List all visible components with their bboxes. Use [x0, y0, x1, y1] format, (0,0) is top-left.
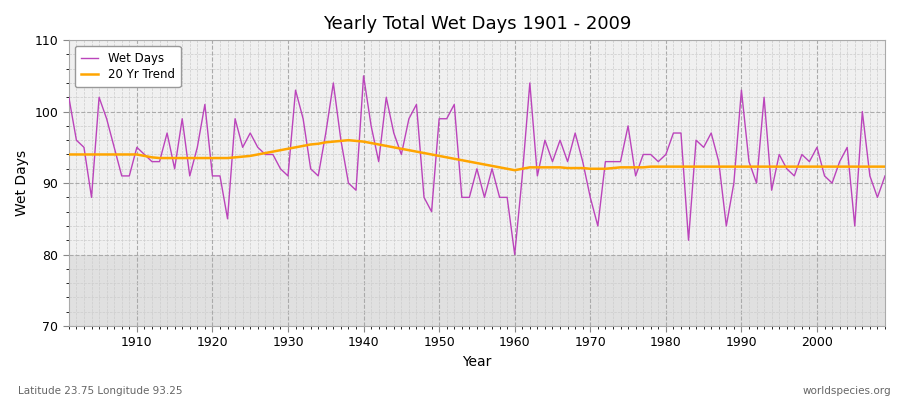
- Wet Days: [358, 74, 369, 78]
- Line: 20 Yr Trend: 20 Yr Trend: [68, 140, 885, 170]
- Line: Wet Days: Wet Days: [68, 76, 885, 254]
- Legend: Wet Days, 20 Yr Trend: Wet Days, 20 Yr Trend: [75, 46, 181, 87]
- Text: worldspecies.org: worldspecies.org: [803, 386, 891, 396]
- 20 Yr Trend: [525, 165, 535, 170]
- Wet Days: [63, 95, 74, 100]
- 20 Yr Trend: [509, 168, 520, 173]
- Y-axis label: Wet Days: Wet Days: [15, 150, 29, 216]
- Text: Latitude 23.75 Longitude 93.25: Latitude 23.75 Longitude 93.25: [18, 386, 183, 396]
- 20 Yr Trend: [290, 145, 301, 150]
- Wet Days: [290, 88, 301, 92]
- Wet Days: [336, 138, 346, 142]
- 20 Yr Trend: [615, 165, 626, 170]
- Wet Days: [615, 159, 626, 164]
- 20 Yr Trend: [879, 164, 890, 169]
- Wet Days: [879, 174, 890, 178]
- Bar: [68, 254, 885, 326]
- Wet Days: [525, 80, 535, 85]
- X-axis label: Year: Year: [463, 355, 491, 369]
- 20 Yr Trend: [336, 138, 346, 143]
- Title: Yearly Total Wet Days 1901 - 2009: Yearly Total Wet Days 1901 - 2009: [323, 15, 631, 33]
- 20 Yr Trend: [124, 152, 135, 157]
- Wet Days: [517, 174, 527, 178]
- Wet Days: [124, 174, 135, 178]
- 20 Yr Trend: [343, 138, 354, 142]
- 20 Yr Trend: [517, 166, 527, 171]
- 20 Yr Trend: [63, 152, 74, 157]
- Wet Days: [509, 252, 520, 257]
